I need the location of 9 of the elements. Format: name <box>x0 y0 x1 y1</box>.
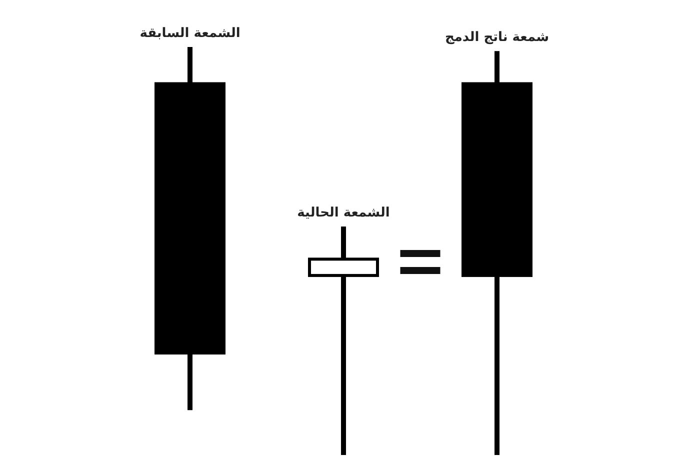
candle: الشمعة الحالية <box>297 206 390 455</box>
x-tick-label: الشمعة السابقة <box>140 26 240 41</box>
candle: شمعة ناتج الدمج <box>444 30 550 455</box>
candlestick <box>154 47 226 410</box>
candlestick <box>462 51 532 455</box>
x-tick-label: شمعة ناتج الدمج <box>444 30 550 46</box>
candlestick <box>308 226 379 455</box>
x-tick-label: الشمعة الحالية <box>297 206 390 221</box>
candle: الشمعة السابقة <box>140 26 240 410</box>
